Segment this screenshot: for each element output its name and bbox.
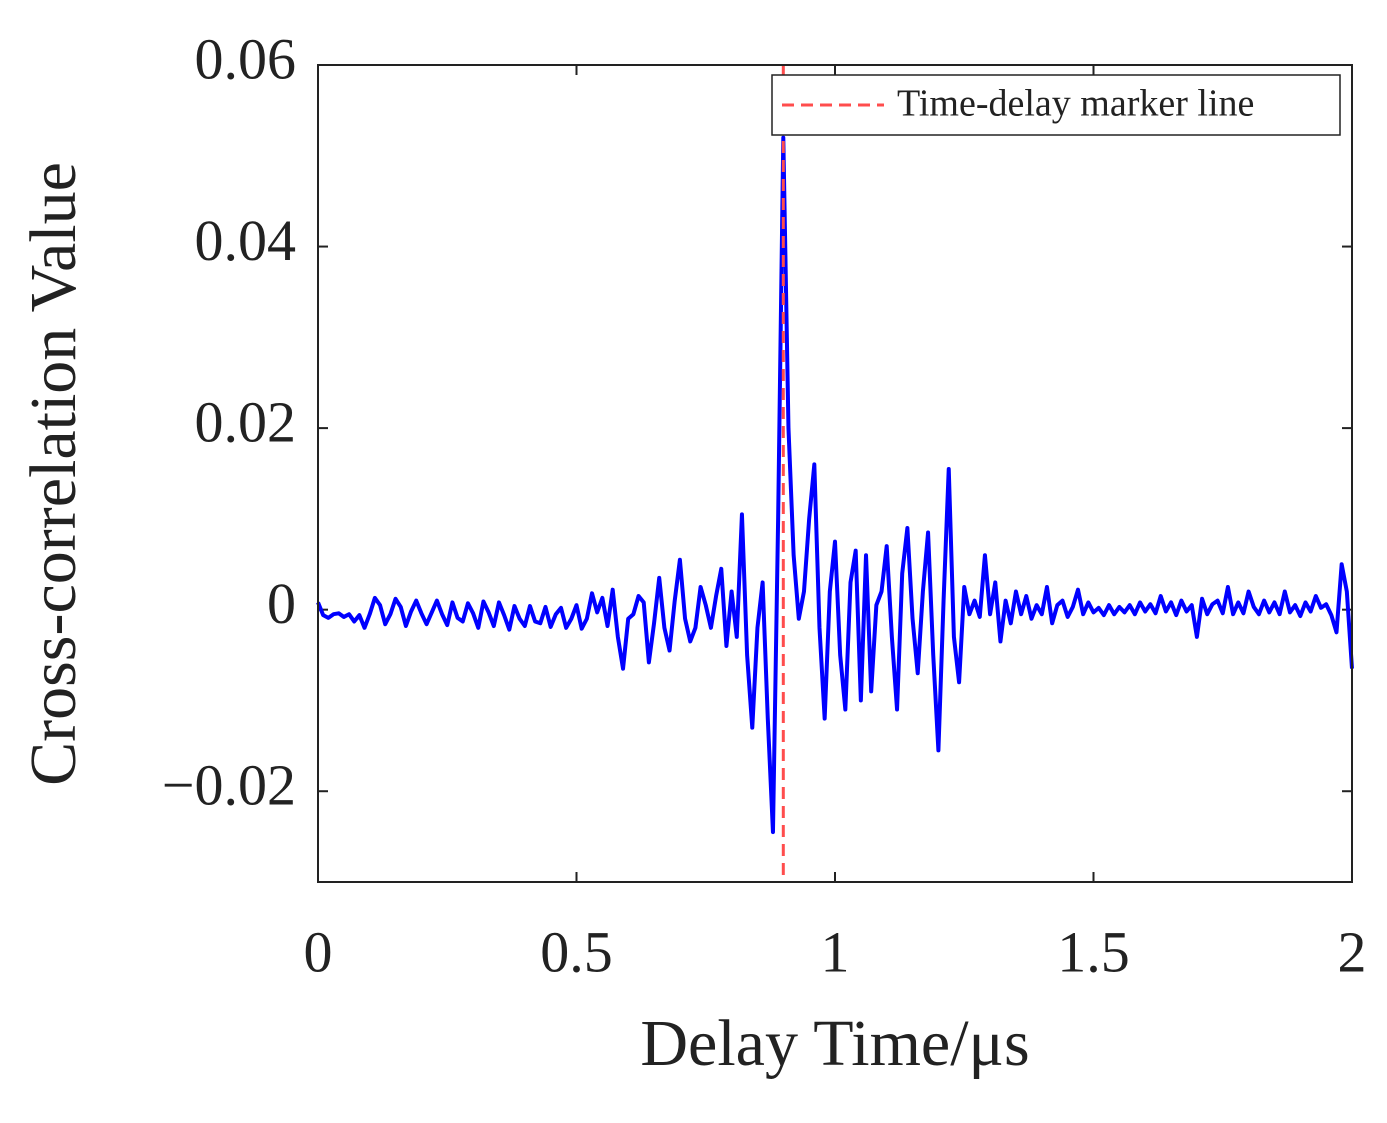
y-tick-label: 0.04: [195, 208, 297, 273]
y-axis-label: Cross-correlation Value: [17, 162, 90, 786]
x-tick-label: 0.5: [540, 919, 613, 984]
plot-frame: [317, 64, 1353, 883]
x-axis-label: Delay Time/μs: [640, 1007, 1029, 1080]
x-tick-label: 0: [304, 919, 333, 984]
y-tick-label: −0.02: [162, 753, 296, 818]
x-tick-label: 2: [1338, 919, 1367, 984]
data-line: [316, 135, 1354, 835]
y-tick-label: 0.02: [195, 389, 297, 454]
x-tick-label: 1: [821, 919, 850, 984]
legend-label: Time-delay marker line: [897, 83, 1254, 125]
x-tick-label: 1.5: [1057, 919, 1130, 984]
y-tick-label: 0.06: [195, 26, 297, 91]
y-tick-label: 0: [267, 571, 296, 636]
